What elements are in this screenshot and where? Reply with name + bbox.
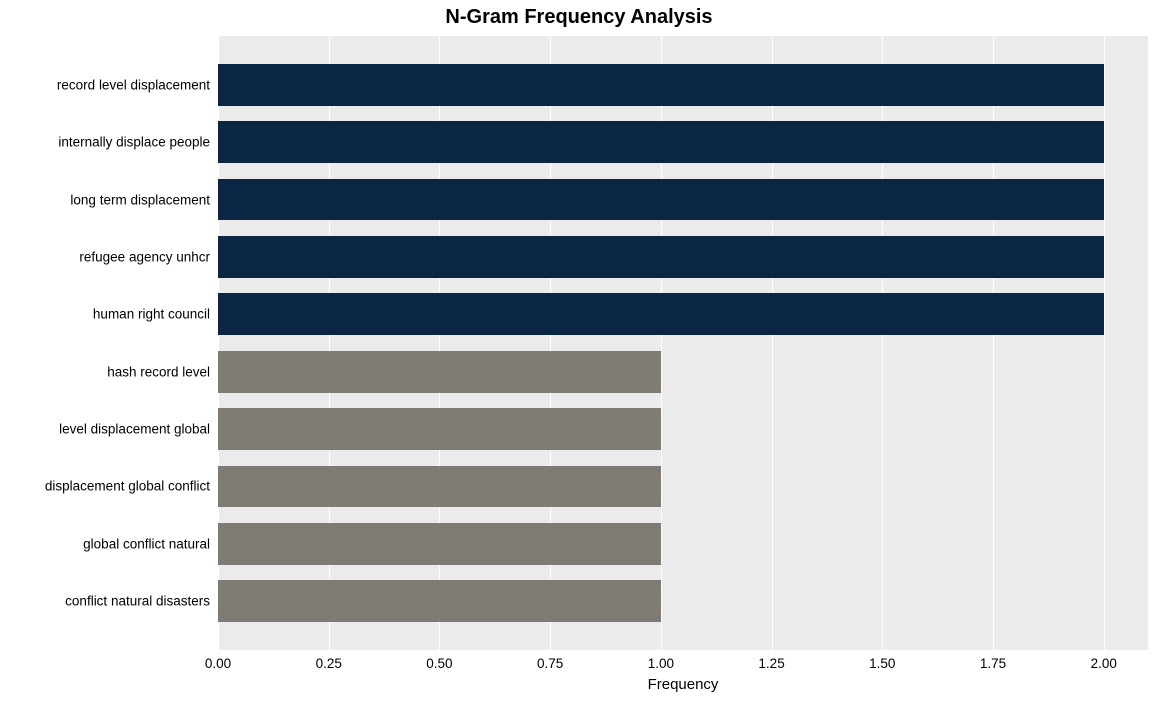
y-tick-label: global conflict natural: [10, 537, 210, 551]
x-tick-label: 1.25: [758, 656, 784, 671]
bar: [218, 580, 661, 622]
chart-title: N-Gram Frequency Analysis: [0, 6, 1158, 29]
y-tick-label: displacement global conflict: [10, 480, 210, 494]
x-tick-label: 1.75: [980, 656, 1006, 671]
grid-line: [1104, 36, 1105, 650]
y-tick-label: refugee agency unhcr: [10, 250, 210, 264]
y-tick-label: level displacement global: [10, 422, 210, 436]
bar: [218, 466, 661, 508]
bar: [218, 351, 661, 393]
y-tick-label: internally displace people: [10, 135, 210, 149]
y-tick-label: human right council: [10, 308, 210, 322]
y-tick-label: conflict natural disasters: [10, 594, 210, 608]
x-tick-label: 0.25: [316, 656, 342, 671]
bar: [218, 293, 1104, 335]
y-tick-label: hash record level: [10, 365, 210, 379]
x-tick-label: 2.00: [1091, 656, 1117, 671]
x-tick-label: 0.75: [537, 656, 563, 671]
y-tick-label: record level displacement: [10, 78, 210, 92]
bar: [218, 236, 1104, 278]
bar: [218, 408, 661, 450]
x-axis-title: Frequency: [218, 676, 1148, 693]
x-tick-label: 0.00: [205, 656, 231, 671]
y-tick-label: long term displacement: [10, 193, 210, 207]
bar: [218, 121, 1104, 163]
chart-wrapper: N-Gram Frequency Analysis Frequency 0.00…: [0, 0, 1158, 701]
plot-area: [218, 36, 1148, 650]
bar: [218, 64, 1104, 106]
x-tick-label: 1.50: [869, 656, 895, 671]
x-tick-label: 1.00: [648, 656, 674, 671]
bar: [218, 179, 1104, 221]
bar: [218, 523, 661, 565]
x-tick-label: 0.50: [426, 656, 452, 671]
